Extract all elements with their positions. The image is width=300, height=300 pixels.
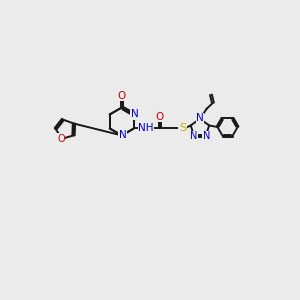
Text: N: N xyxy=(196,113,204,123)
Text: S: S xyxy=(179,123,186,134)
Text: NH: NH xyxy=(138,123,154,134)
Text: N: N xyxy=(119,130,127,140)
Text: N: N xyxy=(190,131,197,141)
Text: N: N xyxy=(203,131,210,141)
Text: O: O xyxy=(118,91,126,101)
Text: N: N xyxy=(131,110,139,119)
Text: O: O xyxy=(57,134,65,144)
Text: O: O xyxy=(156,112,164,122)
